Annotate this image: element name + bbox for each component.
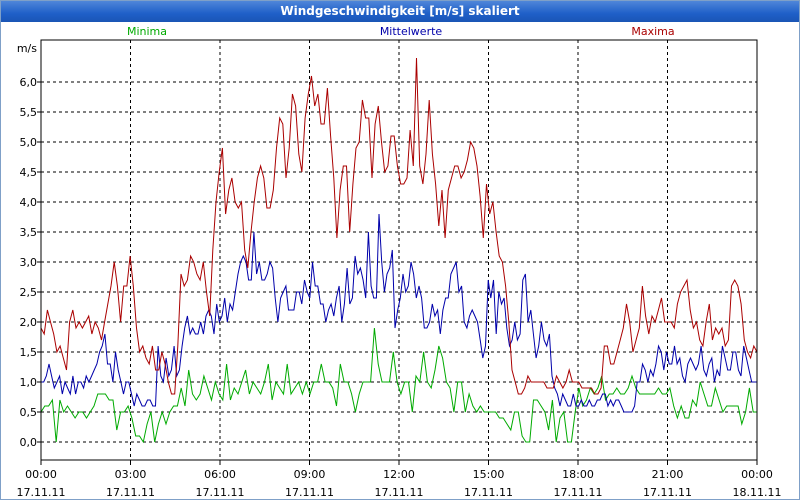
y-tick-label: 3,0 <box>20 256 38 269</box>
y-tick-label: 0,5 <box>20 406 38 419</box>
x-tick-date-label: 17.11.11 <box>464 486 513 499</box>
wind-speed-chart: 0,0 0,5 1,0 1,5 2,0 2,5 3,0 3,5 4,0 4,5 5,0 5,5 6,0 m… <box>17 25 782 499</box>
legend-entry-mittelwerte: Mittelwerte <box>380 25 443 38</box>
series-line-maxima <box>40 57 758 395</box>
x-tick-time-label: 03:00 <box>115 468 147 481</box>
plot-border <box>40 39 758 461</box>
y-tick-label: 4,5 <box>20 166 38 179</box>
window-title: Windgeschwindigkeit [m/s] skaliert <box>1 1 799 22</box>
x-tick-date-label: 17.11.11 <box>196 486 245 499</box>
x-tick-time-label: 09:00 <box>294 468 326 481</box>
legend-entry-minima: Minima <box>127 25 167 38</box>
series-line-minima <box>40 327 757 444</box>
x-tick-date-label: 18.11.11 <box>733 486 782 499</box>
y-tick-label: 1,5 <box>20 346 38 359</box>
y-tick-label: 2,0 <box>20 316 38 329</box>
x-tick-date-label: 17.11.11 <box>17 486 66 499</box>
x-tick-date-label: 17.11.11 <box>643 486 692 499</box>
x-tick-time-label: 00:00 <box>741 468 773 481</box>
y-tick-label: 2,5 <box>20 286 38 299</box>
x-tick-date-label: 17.11.11 <box>106 486 155 499</box>
y-tick-label: 3,5 <box>20 226 38 239</box>
y-tick-label: 5,5 <box>20 106 38 119</box>
x-tick-time-label: 00:00 <box>25 468 57 481</box>
y-tick-label: 4,0 <box>20 196 38 209</box>
series-line-mittelwerte <box>41 213 757 413</box>
y-tick-label: 0,0 <box>20 436 38 449</box>
x-tick-date-label: 17.11.11 <box>554 486 603 499</box>
x-tick-time-label: 15:00 <box>473 468 505 481</box>
x-tick-date-label: 17.11.11 <box>375 486 424 499</box>
legend-entry-maxima: Maxima <box>631 25 674 38</box>
x-tick-time-label: 06:00 <box>204 468 236 481</box>
y-tick-label: 5,0 <box>20 136 38 149</box>
x-tick-date-label: 17.11.11 <box>285 486 334 499</box>
y-tick-label: 6,0 <box>20 76 38 89</box>
y-axis-unit: m/s <box>17 42 37 55</box>
x-tick-time-label: 18:00 <box>562 468 594 481</box>
x-tick-time-label: 12:00 <box>383 468 415 481</box>
y-tick-label: 1,0 <box>20 376 38 389</box>
x-tick-time-label: 21:00 <box>652 468 684 481</box>
